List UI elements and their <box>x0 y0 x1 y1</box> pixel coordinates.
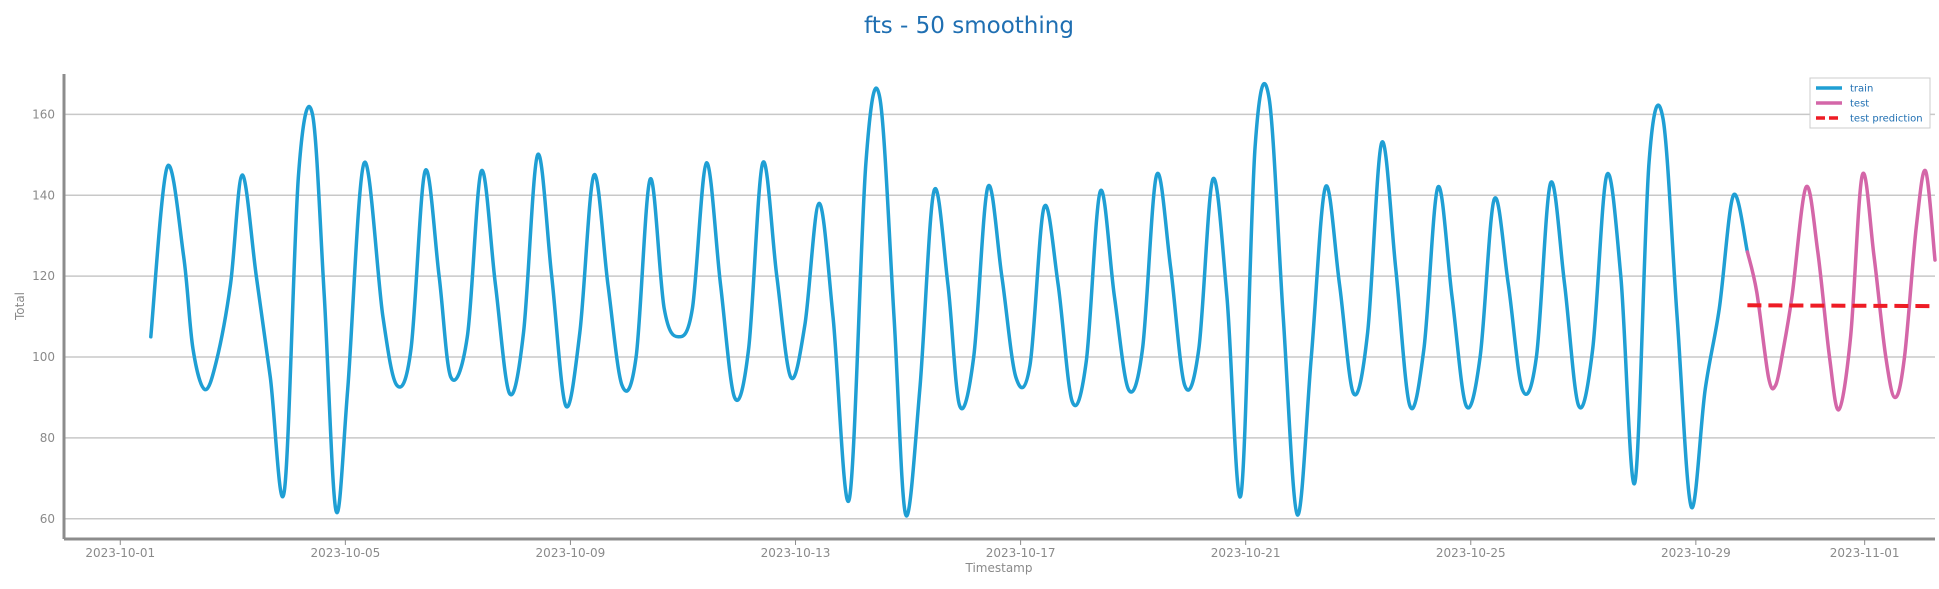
y-tick-label: 120 <box>32 269 55 283</box>
axes <box>62 74 1935 541</box>
legend-label: test <box>1850 99 1869 110</box>
x-ticks: 2023-10-01 2023-10-05 2023-10-09 2023-10-13… <box>85 539 1900 560</box>
x-tick-label: 2023-11-01 <box>1830 546 1900 560</box>
x-tick-label: 2023-10-13 <box>761 546 831 560</box>
x-tick-label: 2023-10-17 <box>986 546 1056 560</box>
legend: train test test prediction <box>1809 77 1931 129</box>
series-line-test-prediction <box>1747 303 1936 309</box>
y-ticks: 60 80 100 120 140 160 <box>32 107 55 525</box>
y-tick-label: 100 <box>32 350 55 364</box>
x-tick-label: 2023-10-21 <box>1211 546 1281 560</box>
legend-label: test prediction <box>1850 114 1923 125</box>
x-tick-label: 2023-10-25 <box>1436 546 1506 560</box>
x-tick-label: 2023-10-09 <box>536 546 606 560</box>
series-layer <box>149 81 1937 518</box>
series-line-test <box>1745 168 1937 412</box>
grid <box>64 113 1935 520</box>
y-axis-label: Total <box>13 292 27 321</box>
x-tick-label: 2023-10-29 <box>1661 546 1731 560</box>
y-tick-label: 160 <box>32 107 55 121</box>
chart-title: fts - 50 smoothing <box>864 13 1074 39</box>
y-tick-label: 140 <box>32 188 55 202</box>
legend-label: train <box>1850 84 1873 95</box>
x-tick-label: 2023-10-01 <box>85 546 155 560</box>
x-tick-label: 2023-10-05 <box>310 546 380 560</box>
series-line-train <box>149 81 1750 518</box>
y-tick-label: 60 <box>40 512 55 526</box>
y-tick-label: 80 <box>40 431 55 445</box>
x-axis-label: Timestamp <box>965 561 1033 575</box>
